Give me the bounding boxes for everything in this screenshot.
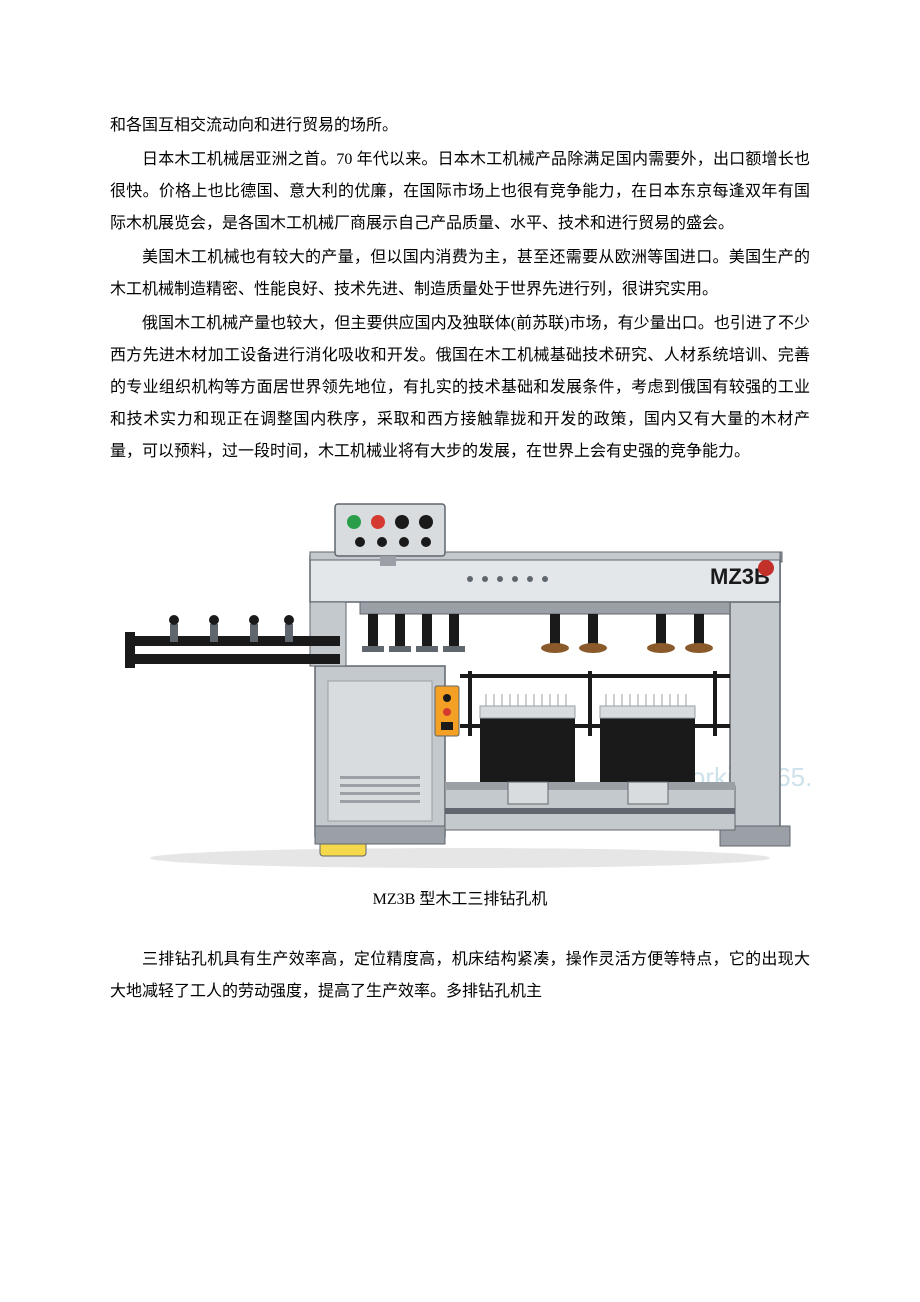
left-cabinet bbox=[315, 666, 445, 844]
figure-caption: MZ3B 型木工三排钻孔机 bbox=[110, 884, 810, 916]
infeed-rail bbox=[125, 615, 340, 668]
machine-bed bbox=[445, 782, 735, 830]
paragraph-continuation: 和各国互相交流动向和进行贸易的场所。 bbox=[110, 110, 810, 142]
paragraph-three-row-drill: 三排钻孔机具有生产效率高，定位精度高，机床结构紧凑，操作灵活方便等特点，它的出现… bbox=[110, 944, 810, 1008]
paragraph-japan: 日本木工机械居亚洲之首。70 年代以来。日本木工机械产品除满足国内需要外，出口额… bbox=[110, 144, 810, 240]
machine-illustration: woodworking365.com bbox=[110, 486, 810, 876]
side-control-box bbox=[435, 686, 459, 736]
figure-container: woodworking365.com bbox=[110, 486, 810, 876]
clamp-row bbox=[360, 602, 730, 653]
control-panel bbox=[335, 504, 445, 566]
paragraph-usa: 美国木工机械也有较大的产量，但以国内消费为主，甚至还需要从欧洲等国进口。美国生产… bbox=[110, 242, 810, 306]
fence-bars bbox=[460, 671, 730, 736]
paragraph-russia: 俄国木工机械产量也较大，但主要供应国内及独联体(前苏联)市场，有少量出口。也引进… bbox=[110, 308, 810, 468]
brand-logo-icon bbox=[758, 560, 774, 576]
